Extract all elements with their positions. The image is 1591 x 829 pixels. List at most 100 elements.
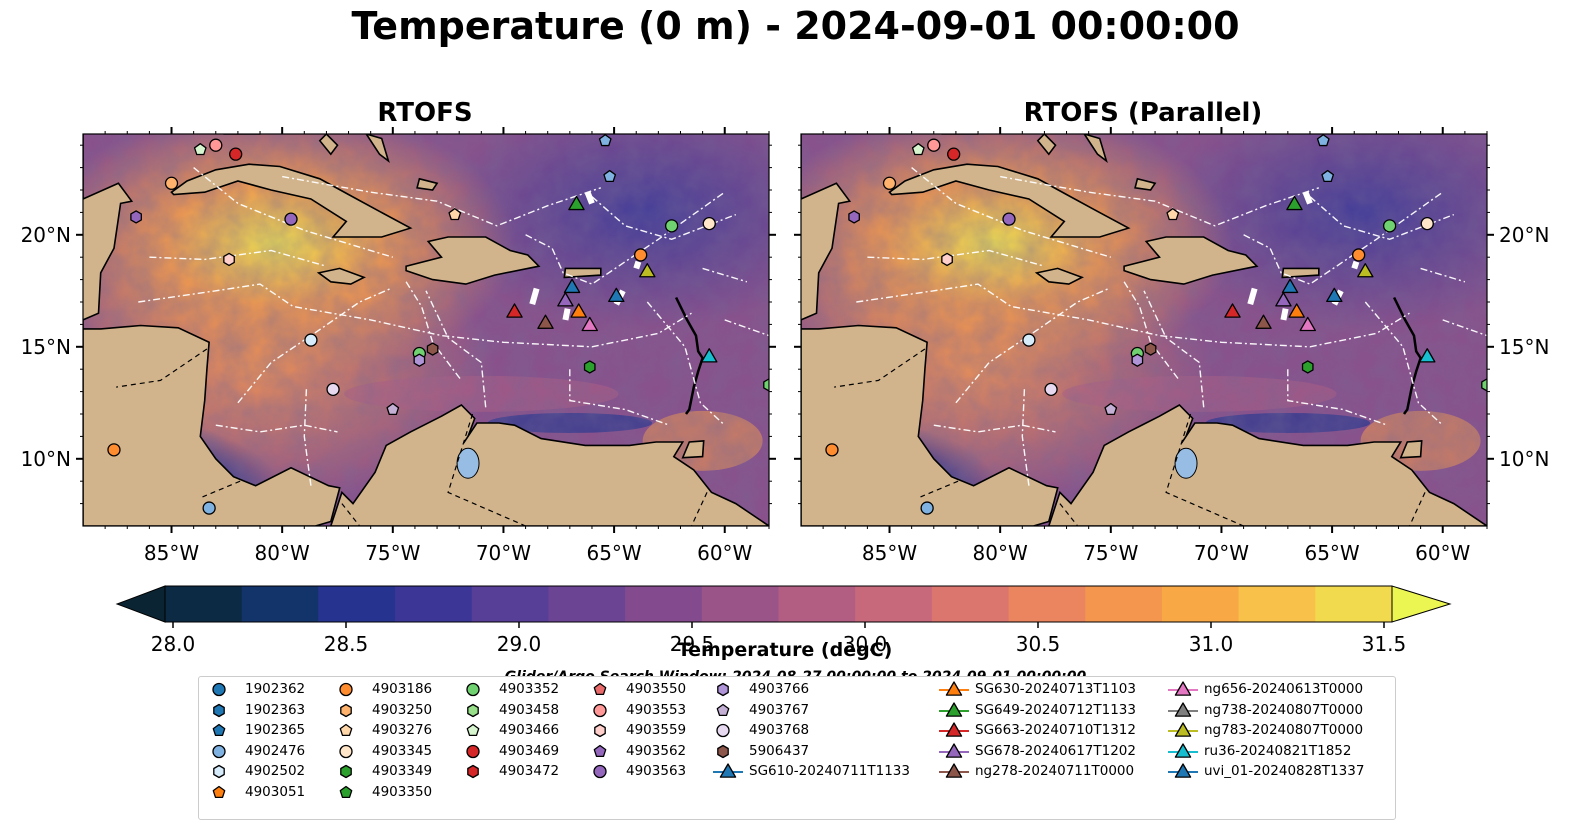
eez-boundary bbox=[911, 167, 1112, 258]
platform-marker bbox=[1420, 216, 1434, 231]
platform-marker bbox=[1299, 316, 1316, 332]
legend-label: 4903458 bbox=[499, 701, 560, 718]
legend-label: 4903766 bbox=[749, 681, 810, 697]
colorbar-bin bbox=[165, 586, 243, 622]
legend-label: ng656-20240613T0000 bbox=[1204, 681, 1364, 697]
country-border bbox=[1408, 492, 1426, 526]
country-border bbox=[1165, 413, 1244, 526]
platform-marker bbox=[1275, 292, 1292, 307]
y-tick-label: 20°N bbox=[21, 223, 71, 247]
country-border bbox=[920, 480, 959, 498]
legend-label: 4903469 bbox=[499, 742, 560, 759]
legend-label: SG663-20240710T1312 bbox=[975, 722, 1136, 738]
legend-symbol bbox=[466, 682, 480, 697]
colorbar-ticks: 28.0 28.5 29.0 29.5 30.0 30.5 31.0 31.5 bbox=[151, 622, 1406, 656]
platform-marker bbox=[284, 212, 298, 226]
legend-label: 4903559 bbox=[626, 722, 687, 738]
platform-marker bbox=[603, 169, 617, 183]
country-border bbox=[202, 480, 241, 498]
legend-marker bbox=[939, 701, 969, 717]
legend-marker bbox=[1168, 701, 1198, 717]
platform-marker bbox=[1131, 353, 1144, 367]
colorbar-tick-label: 28.0 bbox=[151, 632, 196, 656]
colorbar-label: Temperature (degC) bbox=[678, 639, 893, 661]
platform-marker bbox=[448, 207, 462, 221]
land-bahamas3 bbox=[1134, 177, 1157, 191]
legend-label: 5906437 bbox=[749, 742, 810, 759]
y-tick-label: 10°N bbox=[21, 447, 71, 471]
legend-marker bbox=[339, 785, 353, 798]
land-southamerica bbox=[329, 404, 769, 526]
legend-symbol bbox=[716, 703, 730, 716]
land-bahamas2 bbox=[365, 134, 390, 164]
x-tick-label: 70°W bbox=[476, 541, 531, 565]
platform-marker bbox=[570, 303, 587, 318]
x-tick-label: 65°W bbox=[586, 541, 641, 565]
legend-triangle bbox=[945, 681, 963, 696]
legend-marker bbox=[466, 744, 480, 758]
legend-label: 4903768 bbox=[749, 722, 810, 738]
colorbar-bin bbox=[931, 586, 1010, 622]
colorbar-extend-low bbox=[115, 585, 166, 623]
platform-marker bbox=[107, 443, 121, 457]
platform-marker bbox=[1326, 287, 1343, 303]
legend-label: 4903767 bbox=[749, 701, 810, 718]
glider-track bbox=[1302, 191, 1313, 205]
eez-boundary bbox=[525, 191, 726, 285]
land-southamerica bbox=[1047, 404, 1487, 526]
legend-triangle bbox=[1174, 701, 1192, 717]
legend-label: ru36-20240821T1852 bbox=[1204, 742, 1352, 759]
legend-label: 4902476 bbox=[245, 742, 306, 759]
platform-marker bbox=[1144, 342, 1157, 356]
legend-symbol bbox=[466, 723, 480, 736]
legend-symbol bbox=[466, 744, 480, 758]
legend-symbol bbox=[716, 723, 730, 738]
legend-marker bbox=[1168, 722, 1198, 737]
platform-marker bbox=[557, 292, 574, 307]
glider-track bbox=[1280, 308, 1289, 321]
legend-label: ng738-20240807T0000 bbox=[1204, 701, 1364, 718]
legend: 1902362 1902363 1902365 4902476 4902502 49030… bbox=[198, 676, 1396, 820]
legend-marker bbox=[213, 703, 225, 717]
legend-symbol bbox=[339, 723, 353, 736]
colorbar-bin bbox=[548, 586, 626, 622]
legend-label: 4903352 bbox=[499, 681, 560, 697]
platform-marker bbox=[506, 303, 523, 318]
platform-marker bbox=[1481, 378, 1487, 392]
colorbar-bin bbox=[778, 586, 856, 622]
legend-label: 4903472 bbox=[499, 763, 560, 779]
legend-label: 1902365 bbox=[245, 722, 306, 738]
platform-marker bbox=[386, 402, 400, 416]
legend-triangle bbox=[945, 701, 963, 717]
land-trinidad bbox=[1399, 440, 1423, 459]
platform-marker bbox=[202, 501, 216, 515]
legend-symbol bbox=[339, 682, 353, 697]
legend-symbol bbox=[212, 723, 226, 736]
legend-label: uvi_01-20240828T1337 bbox=[1204, 763, 1365, 779]
eez-boundary bbox=[149, 249, 327, 267]
legend-marker bbox=[339, 723, 353, 736]
legend-triangle bbox=[945, 763, 963, 778]
legend-marker bbox=[939, 763, 969, 778]
legend-symbol bbox=[467, 703, 479, 717]
legend-marker bbox=[594, 723, 606, 738]
land-cuba bbox=[888, 163, 1131, 238]
eez-boundary bbox=[955, 287, 1109, 404]
legend-triangle bbox=[1174, 681, 1192, 696]
platform-marker bbox=[1044, 382, 1058, 397]
x-tick-label: 65°W bbox=[1304, 541, 1359, 565]
x-tick-label: 75°W bbox=[1083, 541, 1138, 565]
legend-label: 4903563 bbox=[626, 763, 687, 779]
legend-triangle bbox=[719, 763, 737, 778]
legend-symbol bbox=[212, 744, 226, 758]
platform-marker bbox=[583, 360, 596, 374]
colorbar-bins bbox=[115, 585, 1452, 623]
colorbar-bin bbox=[1008, 586, 1086, 622]
platform-marker bbox=[1224, 303, 1241, 318]
platform-marker bbox=[920, 501, 934, 515]
legend-label: 4903553 bbox=[626, 701, 687, 718]
legend-marker bbox=[939, 742, 969, 758]
platform-marker bbox=[664, 219, 679, 233]
platform-marker bbox=[1321, 169, 1335, 183]
platform-marker bbox=[581, 316, 598, 332]
